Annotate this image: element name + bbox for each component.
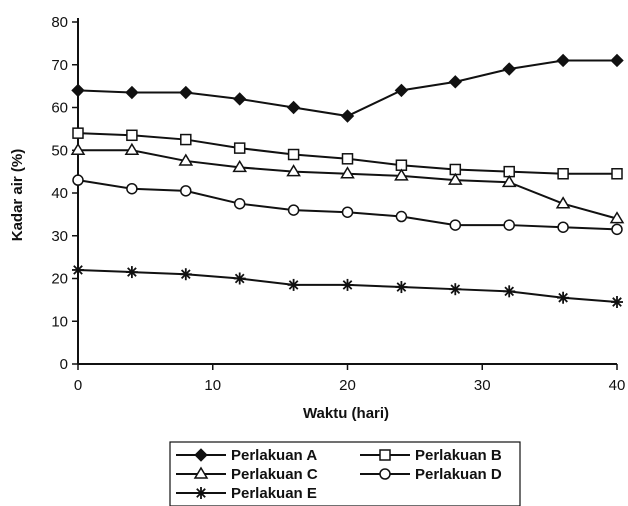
data-point	[178, 153, 194, 166]
series-1	[71, 53, 624, 123]
data-point	[447, 172, 463, 185]
y-axis-label: Kadar air (%)	[9, 149, 26, 242]
data-point	[180, 185, 192, 197]
y-tick-label: 30	[51, 228, 68, 245]
series-5	[72, 263, 623, 309]
data-point	[179, 85, 193, 100]
data-point	[72, 263, 84, 276]
x-tick-label: 40	[609, 377, 626, 394]
y-tick-label: 80	[51, 14, 68, 31]
series-layer	[70, 53, 625, 309]
data-point	[180, 133, 192, 146]
data-point	[233, 142, 246, 154]
data-point	[341, 278, 354, 291]
legend-label: Perlakuan C	[231, 466, 318, 483]
legend-label: Perlakuan B	[415, 447, 502, 464]
data-point	[557, 221, 569, 233]
data-point	[125, 266, 138, 279]
y-tick-label: 60	[51, 100, 68, 117]
data-point	[611, 296, 623, 309]
legend-label: Perlakuan D	[415, 466, 502, 483]
data-point	[394, 83, 409, 98]
data-point	[126, 182, 138, 195]
legend: Perlakuan A Perlakuan B Perlakuan C Perlaku…	[169, 441, 521, 506]
y-tick-label: 40	[51, 185, 68, 202]
data-point	[610, 53, 624, 68]
data-point	[609, 211, 625, 224]
legend-item: Perlakuan B	[360, 447, 502, 464]
y-tick-label: 10	[51, 313, 68, 330]
data-point	[233, 197, 246, 210]
data-point	[341, 206, 354, 218]
data-point	[611, 223, 623, 236]
series-2	[72, 127, 623, 180]
data-point	[179, 268, 192, 281]
series-3	[70, 142, 625, 224]
legend-item: Perlakuan E	[176, 485, 317, 502]
data-point	[126, 129, 138, 142]
data-point	[287, 278, 300, 291]
y-tick-label: 70	[51, 57, 68, 74]
data-point	[287, 204, 300, 216]
data-point	[232, 92, 247, 106]
x-tick-label: 10	[204, 377, 221, 394]
data-point	[72, 174, 84, 186]
data-point	[340, 109, 355, 123]
data-point	[557, 291, 570, 304]
x-axis-label: Waktu (hari)	[303, 405, 389, 422]
data-point	[449, 283, 462, 296]
x-tick-label: 0	[74, 377, 82, 394]
legend-item: Perlakuan C	[176, 466, 318, 483]
x-tick-label: 30	[474, 377, 491, 394]
legend-marker	[193, 466, 209, 479]
data-point	[448, 75, 463, 89]
data-point	[286, 100, 301, 115]
legend-marker	[194, 448, 208, 462]
data-point	[125, 85, 139, 100]
axes: 0 10 20 30 40 50 60 70 80 0 10 20 30 40	[51, 14, 625, 394]
data-point	[286, 164, 301, 177]
data-point	[232, 159, 248, 173]
data-point	[449, 219, 462, 231]
legend-marker	[195, 487, 207, 499]
data-point	[340, 166, 355, 179]
series-line	[77, 59, 617, 118]
legend-marker	[379, 449, 391, 461]
data-point	[124, 142, 140, 155]
legend-item: Perlakuan A	[176, 447, 317, 464]
y-tick-label: 50	[51, 142, 68, 159]
y-tick-label: 20	[51, 271, 68, 288]
series-4	[72, 174, 623, 236]
data-point	[555, 196, 571, 209]
data-point	[503, 219, 515, 231]
series-line	[77, 179, 618, 231]
legend-marker	[379, 468, 391, 480]
data-point	[70, 142, 86, 155]
data-point	[395, 281, 408, 294]
x-tick-label: 20	[339, 377, 356, 394]
data-point	[556, 53, 570, 68]
data-point	[233, 272, 246, 285]
data-point	[611, 168, 623, 180]
y-tick-label: 0	[60, 356, 68, 373]
data-point	[557, 168, 569, 180]
legend-box	[169, 441, 521, 506]
legend-label: Perlakuan A	[231, 447, 317, 464]
data-point	[503, 285, 516, 298]
data-point	[394, 168, 409, 181]
data-point	[71, 83, 85, 98]
data-point	[72, 127, 84, 139]
data-point	[341, 153, 354, 165]
data-point	[395, 210, 408, 223]
data-point	[502, 62, 516, 76]
data-point	[287, 148, 300, 161]
legend-item: Perlakuan D	[360, 466, 502, 483]
data-point	[501, 174, 517, 188]
legend-label: Perlakuan E	[231, 485, 317, 502]
